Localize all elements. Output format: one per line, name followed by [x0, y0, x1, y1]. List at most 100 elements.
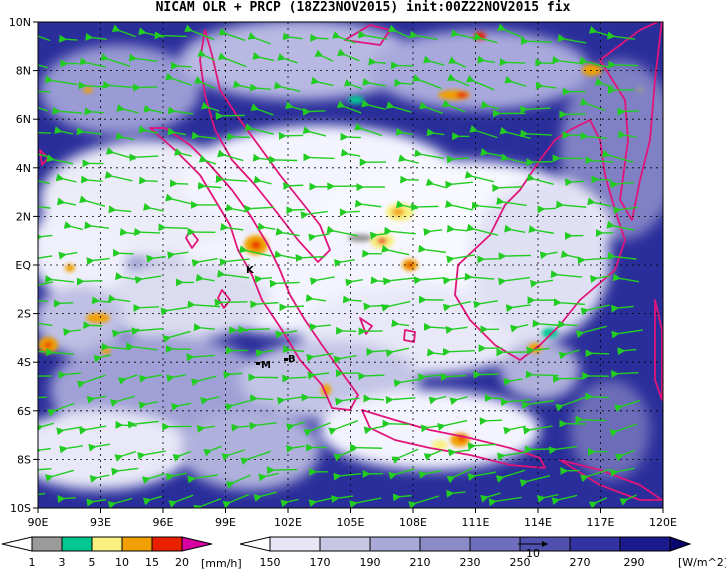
wind-arrow [565, 178, 585, 187]
wind-arrow [250, 300, 279, 309]
reference-arrowhead [542, 541, 548, 547]
wind-arrow [492, 184, 523, 193]
wind-arrow [579, 56, 610, 69]
lon-label: 96E [153, 516, 174, 529]
wind-arrow [166, 374, 186, 383]
wind-arrow [442, 347, 475, 356]
wind-arrow [447, 73, 470, 87]
precip-tick-label: 3 [59, 556, 66, 569]
wind-arrow [450, 29, 475, 40]
wind-arrow [498, 276, 531, 286]
wind-arrow [408, 495, 440, 508]
wind-arrow [138, 401, 158, 410]
wind-arrow [85, 32, 107, 41]
olr-tick-label: 250 [510, 556, 531, 569]
wind-arrow [423, 228, 443, 237]
wind-arrow [114, 450, 136, 462]
wind-arrow [340, 148, 361, 157]
wind-arrow [142, 495, 162, 506]
lat-label: 10S [10, 502, 31, 515]
wind-arrow [354, 122, 383, 137]
wind-arrow [504, 75, 527, 87]
wind-arrow [442, 300, 471, 312]
wind-arrow [197, 181, 222, 190]
wind-arrow [223, 370, 243, 379]
wind-arrow [100, 53, 131, 68]
wind-arrow [282, 374, 307, 383]
wind-arrow [46, 154, 74, 165]
wind-arrow [116, 103, 139, 114]
wind-arrow [44, 274, 74, 283]
wind-arrow [354, 199, 382, 208]
wind-arrow [38, 492, 46, 496]
wind-arrow [285, 444, 305, 453]
wind-arrow [553, 298, 586, 307]
wind-arrow [331, 31, 356, 44]
wind-arrow [282, 345, 305, 354]
wind-arrow [38, 30, 51, 42]
wind-arrow [254, 275, 273, 284]
lon-label: 111E [462, 516, 490, 529]
olr-tick-label: 170 [310, 556, 331, 569]
wind-arrow [500, 153, 530, 165]
wind-arrow [577, 256, 607, 265]
wind-arrow [93, 354, 111, 363]
wind-arrow [466, 223, 499, 236]
olr-swatch [619, 536, 671, 552]
lat-label: 2S [17, 308, 31, 321]
wind-arrow [557, 320, 578, 329]
wind-arrow [555, 396, 586, 412]
wind-arrow [495, 469, 526, 483]
wind-arrow [308, 233, 330, 242]
site-label-m: M [261, 360, 271, 371]
latitude-labels: 10N 8N 6N 4N 2N EQ 2S 4S 6S 8S 10S [9, 16, 32, 515]
wind-arrow [63, 328, 82, 337]
wind-arrow [446, 155, 469, 164]
olr-tick-label: 190 [360, 556, 381, 569]
precip-unit-label: [mm/h] [201, 557, 242, 570]
axis-ticks [33, 21, 664, 513]
lat-label: 6S [17, 405, 31, 418]
wind-arrow [158, 223, 188, 232]
wind-arrow [117, 374, 138, 385]
wind-arrow [38, 180, 50, 185]
wind-arrow [167, 106, 194, 115]
wind-arrow [446, 224, 468, 233]
wind-arrow [191, 131, 217, 140]
wind-arrow [198, 154, 217, 165]
wind-arrow [249, 422, 277, 430]
wind-arrow [238, 325, 270, 334]
wind-arrow [428, 395, 447, 405]
wind-arrow [349, 497, 382, 508]
wind-arrow [345, 278, 363, 287]
wind-arrow [326, 225, 358, 237]
wind-arrow [257, 222, 276, 231]
wind-arrow [525, 370, 559, 379]
lat-label: 4N [16, 162, 31, 175]
wind-arrow [164, 72, 192, 86]
wind-arrow [76, 277, 103, 286]
wind-arrow [141, 473, 165, 485]
wind-arrow [381, 244, 410, 256]
wind-arrow [84, 107, 104, 116]
wind-vectors [38, 23, 643, 508]
wind-arrow [609, 467, 635, 477]
wind-arrow [520, 37, 552, 46]
wind-arrow [446, 467, 472, 484]
wind-arrow [137, 450, 166, 460]
wind-arrow [499, 58, 526, 67]
wind-arrow [391, 319, 410, 328]
wind-arrow [200, 396, 220, 405]
wind-arrow [448, 448, 471, 457]
wind-arrow [610, 304, 634, 313]
wind-arrow [537, 205, 557, 214]
olr-tick-label: 270 [570, 556, 591, 569]
wind-arrow [115, 420, 137, 429]
lon-label: 108E [399, 516, 427, 529]
wind-arrow [282, 32, 303, 41]
wind-arrow [165, 472, 187, 481]
wind-arrow [79, 57, 106, 68]
wind-arrow [303, 422, 331, 437]
wind-arrow [536, 493, 559, 503]
